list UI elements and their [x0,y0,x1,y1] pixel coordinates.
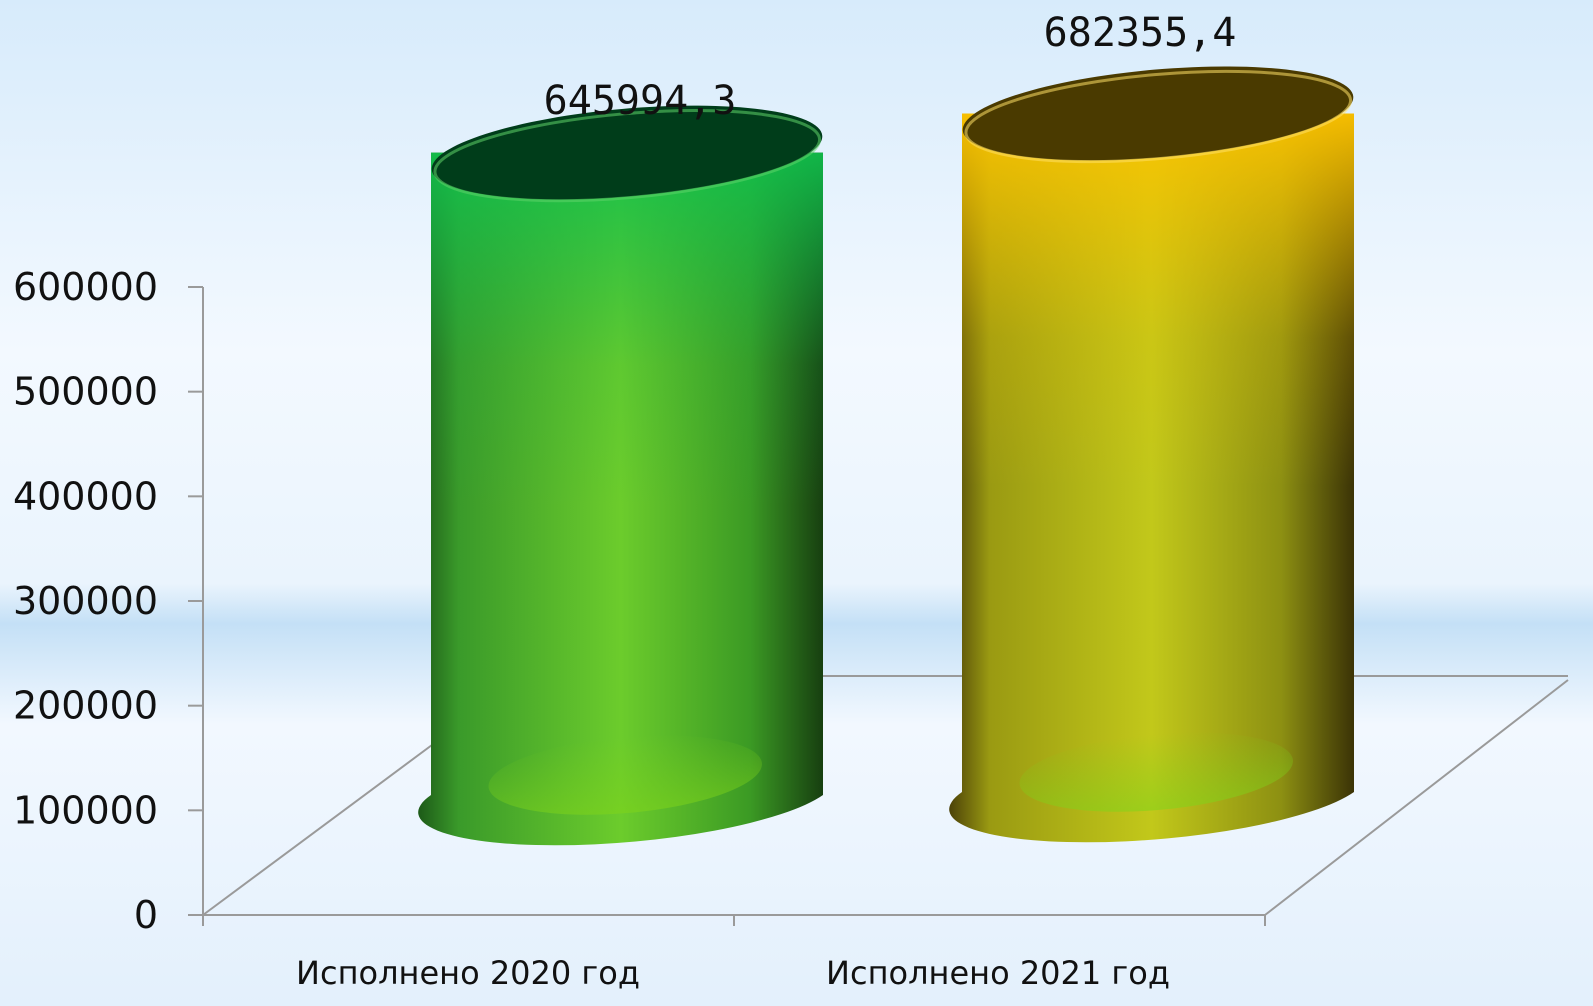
cylinder-base-glow [1019,732,1293,812]
floor-right-edge [1264,679,1569,916]
y-tick-label: 300000 [13,579,158,623]
y-axis-ticks: 0 100000 200000 300000 400000 500000 600000 [13,265,203,937]
cylinder-rim [433,109,822,203]
y-tick-label: 400000 [13,474,158,518]
bar-1 [418,105,823,846]
y-tick-label: 200000 [13,684,158,728]
y-tick-label: 100000 [13,788,158,832]
bar-2 [949,66,1354,843]
cylinder-cap [431,105,823,200]
bars [418,66,1354,846]
y-tick-label: 600000 [13,265,158,309]
category-label: Исполнено 2020 год [296,954,640,992]
y-tick-label: 500000 [13,370,158,414]
cylinder-shade [431,152,823,506]
floor-left-edge [202,741,437,916]
cylinder-cap [962,66,1354,161]
cylinder-rim [964,69,1353,164]
data-label: 645994,3 [544,78,737,124]
cylinder-base-glow [488,735,762,815]
data-labels: 645994,3 682355,4 [544,10,1237,124]
category-labels: Исполнено 2020 год Исполнено 2021 год [296,954,1170,992]
y-tick-label: 0 [134,893,158,937]
data-label: 682355,4 [1044,10,1237,56]
axes [202,287,1569,926]
cylinder-shade [962,113,1354,487]
category-label: Исполнено 2021 год [826,954,1170,992]
